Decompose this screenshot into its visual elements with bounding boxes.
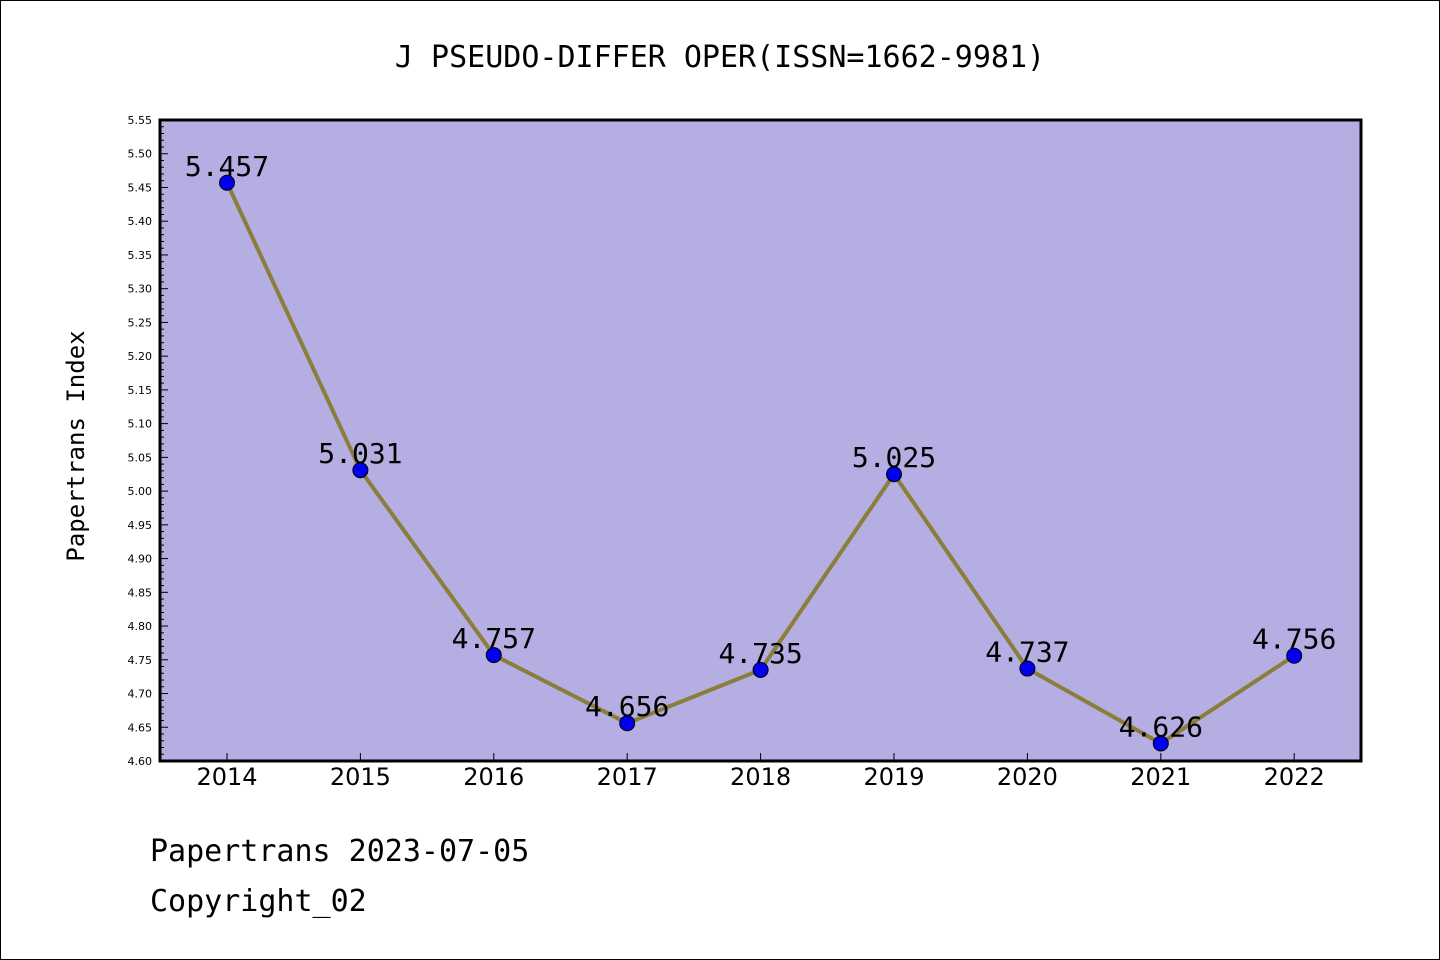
y-tick-label: 4.70: [128, 688, 153, 701]
data-label: 4.626: [1119, 710, 1203, 743]
y-tick-label: 5.30: [128, 283, 153, 296]
data-label: 4.656: [585, 690, 669, 723]
y-tick-label: 4.80: [128, 620, 153, 633]
data-label: 4.737: [985, 636, 1069, 669]
data-point: [886, 466, 902, 483]
y-tick-label: 5.20: [128, 350, 153, 363]
axis-ticks: 4.60 4.65 4.70 4.75 4.80 4.85 4.90 4.95 5.00 5.05…: [128, 114, 1325, 791]
data-label: 4.735: [718, 637, 802, 670]
y-tick-label: 4.60: [128, 755, 153, 768]
data-point: [619, 715, 636, 732]
data-label: 5.025: [852, 441, 936, 474]
x-tick-label: 2016: [463, 763, 524, 791]
data-label: 5.457: [185, 150, 269, 183]
y-tick-label: 5.55: [128, 114, 153, 127]
y-axis-label: Papertrans Index: [62, 330, 90, 561]
y-tick-label: 5.10: [128, 418, 153, 431]
y-tick-label: 4.90: [128, 553, 153, 566]
footer-copyright-text: Copyright_02: [150, 884, 367, 919]
x-tick-label: 2021: [1130, 763, 1191, 791]
y-tick-label: 5.05: [128, 451, 153, 464]
y-tick-label: 5.50: [128, 148, 153, 161]
data-label: 4.757: [452, 622, 536, 655]
data-label: 4.756: [1252, 623, 1336, 656]
y-tick-label: 5.45: [128, 181, 153, 194]
data-point: [485, 647, 502, 664]
data-point: [1286, 647, 1303, 664]
data-label: 5.031: [318, 437, 402, 470]
y-tick-label: 5.00: [128, 485, 153, 498]
x-tick-label: 2018: [730, 763, 791, 791]
y-tick-label: 4.65: [128, 721, 153, 734]
data-point: [1019, 660, 1036, 677]
y-tick-label: 5.15: [128, 384, 153, 397]
x-tick-label: 2017: [597, 763, 658, 791]
data-point: [352, 462, 369, 479]
y-tick-label: 5.25: [128, 316, 153, 329]
x-tick-label: 2019: [863, 763, 924, 791]
y-tick-label: 5.35: [128, 249, 153, 262]
data-point: [219, 174, 235, 191]
y-tick-label: 5.40: [128, 215, 153, 228]
y-tick-label: 4.95: [128, 519, 153, 532]
data-point: [1152, 735, 1169, 752]
x-tick-label: 2015: [330, 763, 391, 791]
x-tick-label: 2020: [997, 763, 1058, 791]
data-point: [752, 661, 769, 678]
x-tick-label: 2014: [196, 763, 257, 791]
y-tick-label: 4.75: [128, 654, 153, 667]
chart-title: J PSEUDO-DIFFER OPER(ISSN=1662-9981): [395, 40, 1045, 75]
x-tick-label: 2022: [1264, 763, 1325, 791]
y-tick-label: 4.85: [128, 586, 153, 599]
footer-date-text: Papertrans 2023-07-05: [150, 834, 530, 869]
series-layer: 5.457 5.031 4.757 4.656 4.735 5.025 4.737 4.626…: [185, 150, 1336, 752]
plot-area: [158, 118, 1363, 763]
